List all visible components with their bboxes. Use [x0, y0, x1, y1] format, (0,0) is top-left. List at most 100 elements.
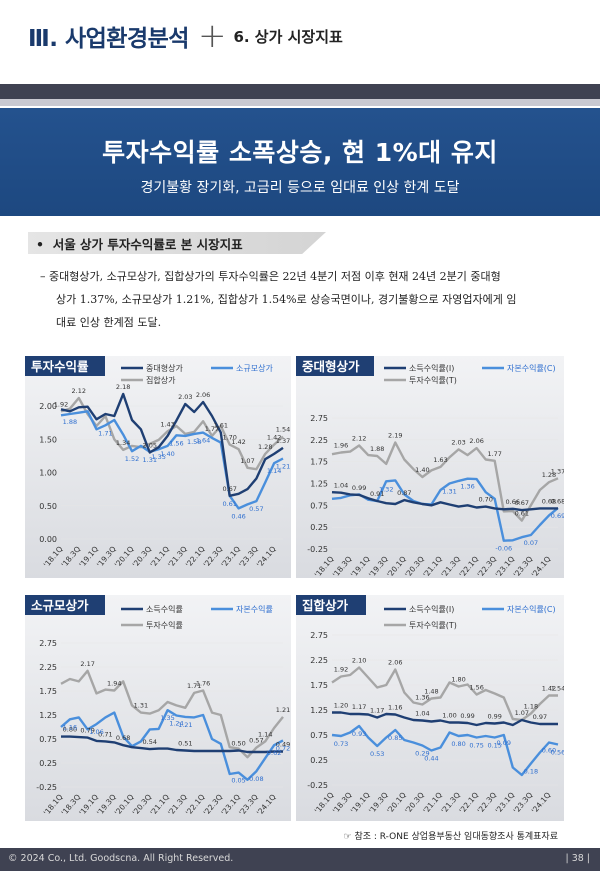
data-label: 1.42 — [231, 438, 245, 446]
data-label: 0.57 — [249, 737, 263, 745]
chart-title: 투자수익률 — [31, 359, 89, 374]
data-label: 0.50 — [231, 740, 245, 748]
chart-background — [296, 595, 564, 821]
data-label: 1.21 — [276, 463, 290, 471]
data-label: 2.06 — [196, 391, 210, 399]
data-label: 1.32 — [379, 485, 393, 493]
data-label: 0.66 — [506, 498, 520, 506]
legend-entry: 중대형상가 — [146, 363, 183, 373]
data-label: 0.54 — [143, 738, 157, 746]
data-label: 0.46 — [231, 512, 245, 520]
data-label: 1.42 — [267, 434, 281, 442]
y-tick-label: -0.25 — [36, 783, 57, 792]
series-line — [60, 708, 284, 782]
y-tick-label: 0.25 — [310, 756, 328, 765]
body-line-1: – 중대형상가, 소규모상가, 집합상가의 투자수익률은 22년 4분기 저점 … — [40, 270, 501, 283]
data-label: 2.03 — [178, 393, 192, 401]
data-label: 1.07 — [515, 709, 529, 717]
data-label: 2.18 — [116, 383, 130, 391]
chart-title-tab — [25, 356, 105, 376]
subsection-title: 6. 상가 시장지표 — [233, 27, 343, 46]
data-label: 0.87 — [397, 489, 411, 497]
y-tick-label: 0.00 — [39, 535, 57, 544]
page-number: | 38 | — [565, 853, 590, 864]
data-label: 1.00 — [442, 712, 456, 720]
data-label: 1.88 — [63, 418, 77, 426]
data-label: 1.16 — [63, 723, 77, 731]
data-label: 2.19 — [388, 431, 402, 439]
section-title: Ⅲ. 사업환경분석 — [28, 26, 189, 52]
data-label: 0.57 — [249, 505, 263, 513]
chart-title: 중대형상가 — [302, 359, 360, 374]
data-label: 1.92 — [54, 400, 68, 408]
data-label: 0.71 — [98, 730, 112, 738]
data-label: 1.36 — [415, 694, 429, 702]
data-label: 0.79 — [80, 727, 94, 735]
body-line-2: 상가 1.37%, 소규모상가 1.21%, 집합상가 1.54%로 상승국면이… — [56, 293, 517, 306]
data-label: 1.24 — [169, 719, 183, 727]
data-label: 1.21 — [178, 721, 192, 729]
title-banner — [0, 108, 600, 216]
data-label: 0.49 — [276, 740, 290, 748]
data-label: 0.61 — [515, 510, 529, 518]
data-label: 1.40 — [415, 466, 429, 474]
y-tick-label: 1.75 — [39, 687, 57, 696]
data-label: 1.61 — [214, 422, 228, 430]
y-tick-label: 0.75 — [310, 731, 328, 740]
data-label: 1.52 — [125, 455, 139, 463]
data-label: 0.15 — [487, 742, 501, 750]
data-label: 1.35 — [160, 714, 174, 722]
legend-entry: 집합상가 — [146, 375, 176, 385]
chart-background — [25, 356, 291, 578]
chart-title-tab — [25, 595, 105, 615]
y-tick-label: 1.50 — [39, 435, 57, 444]
chart-mid-large-store: 중대형상가 소득수익률(I) 자본수익률(C) 투자수익률(T) -0.25 0.25 0.… — [296, 356, 564, 578]
data-label: 2.03 — [451, 438, 465, 446]
data-label: 1.14 — [267, 467, 281, 475]
y-tick-label: 1.25 — [39, 711, 57, 720]
y-tick-label: 2.75 — [310, 414, 328, 423]
data-label: 0.68 — [116, 734, 130, 742]
data-label: 0.80 — [451, 740, 465, 748]
data-label: 0.75 — [469, 742, 483, 750]
bullet-heading-bar — [28, 232, 326, 254]
footer: © 2024 Co., Ltd. Goodscna. All Right Res… — [0, 848, 600, 871]
data-label: 0.61 — [222, 500, 236, 508]
banner-title: 투자수익률 소폭상승, 현 1%대 유지 — [102, 138, 498, 167]
data-label: 0.91 — [370, 490, 384, 498]
data-label: 0.67 — [222, 485, 236, 493]
body-line-3: 대료 인상 한계점 도달. — [56, 316, 162, 329]
data-label: 0.85 — [388, 734, 402, 742]
chart-title: 소규모상가 — [31, 598, 89, 613]
data-label: 0.69 — [551, 512, 564, 520]
series-line — [61, 735, 283, 754]
y-tick-label: 1.25 — [310, 706, 328, 715]
data-label: 1.58 — [187, 438, 201, 446]
data-label: 0.99 — [352, 484, 366, 492]
legend-entry: 투자수익률(T) — [409, 375, 457, 385]
data-label: 0.99 — [460, 712, 474, 720]
y-tick-label: 0.75 — [310, 501, 328, 510]
page-header: Ⅲ. 사업환경분석 + 6. 상가 시장지표 — [28, 16, 343, 56]
data-label: 2.06 — [469, 437, 483, 445]
data-label: 0.18 — [524, 768, 538, 776]
chart-collective-store: 집합상가 소득수익률(I) 자본수익률(C) 투자수익률(T) -0.25 0.25 0.7… — [296, 595, 564, 821]
data-label: 1.56 — [169, 439, 183, 447]
data-label: 0.70 — [478, 496, 492, 504]
plus-separator: + — [197, 16, 227, 56]
y-tick-label: 2.00 — [39, 402, 57, 411]
header-stripe-light — [0, 99, 600, 106]
y-tick-label: 1.75 — [310, 681, 328, 690]
chart-investment-return: 투자수익률 중대형상가 소규모상가집합상가0.000.501.001.502.00'… — [25, 356, 291, 578]
data-label: 0.73 — [334, 740, 348, 748]
reference-note: ☞ 참조 : R-ONE 상업용부동산 임대동향조사 통계표자료 — [343, 832, 558, 842]
data-label: 1.28 — [542, 471, 556, 479]
data-label: 0.62 — [267, 749, 281, 757]
data-label: 1.04 — [415, 710, 429, 718]
data-label: 1.18 — [524, 703, 538, 711]
data-label: 1.71 — [98, 429, 112, 437]
data-label: 1.80 — [451, 676, 465, 684]
data-label: 1.04 — [334, 482, 348, 490]
data-label: 1.88 — [370, 445, 384, 453]
